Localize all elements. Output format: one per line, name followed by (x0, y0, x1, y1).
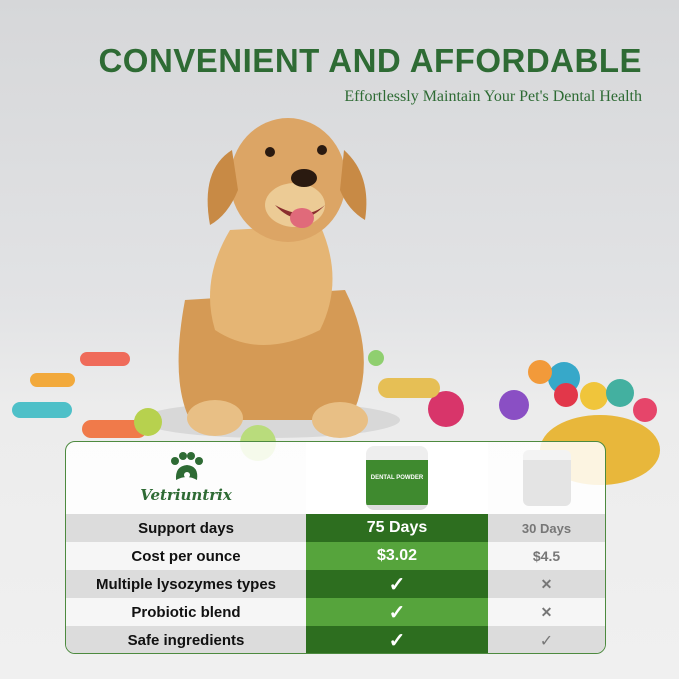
row-label: Safe ingredients (66, 626, 306, 653)
row-label: Multiple lysozymes types (66, 570, 306, 598)
check-icon: ✓ (488, 626, 605, 653)
other-value: 30 Days (488, 514, 605, 542)
our-value: 75 Days (306, 514, 488, 542)
product-image: DENTAL POWDER (306, 442, 488, 514)
competitor-jar-image (488, 442, 605, 514)
brand-name: Vetriuntrix (140, 486, 232, 504)
row-label: Cost per ounce (66, 542, 306, 570)
table-row: Multiple lysozymes types ✓ ✕ (66, 570, 605, 598)
other-value: $4.5 (488, 542, 605, 570)
row-label: Probiotic blend (66, 598, 306, 626)
subheadline: Effortlessly Maintain Your Pet's Dental … (344, 88, 642, 105)
cross-icon: ✕ (488, 598, 605, 626)
table-header: Vetriuntrix DENTAL POWDER (66, 442, 605, 514)
check-icon: ✓ (306, 570, 488, 598)
row-label: Support days (66, 514, 306, 542)
check-icon: ✓ (306, 598, 488, 626)
headline: CONVENIENT AND AFFORDABLE (98, 42, 642, 79)
dog-illustration (178, 118, 368, 438)
cross-icon: ✕ (488, 570, 605, 598)
brand-logo: Vetriuntrix (66, 442, 306, 514)
comparison-table: Vetriuntrix DENTAL POWDER Support days 7… (65, 441, 606, 654)
table-row: Support days 75 Days 30 Days (66, 514, 605, 542)
check-icon: ✓ (306, 626, 488, 653)
table-row: Safe ingredients ✓ ✓ (66, 626, 605, 653)
product-label: DENTAL POWDER (370, 475, 424, 481)
table-row: Cost per ounce $3.02 $4.5 (66, 542, 605, 570)
paw-icon (171, 452, 203, 480)
our-value: $3.02 (306, 542, 488, 570)
table-row: Probiotic blend ✓ ✕ (66, 598, 605, 626)
